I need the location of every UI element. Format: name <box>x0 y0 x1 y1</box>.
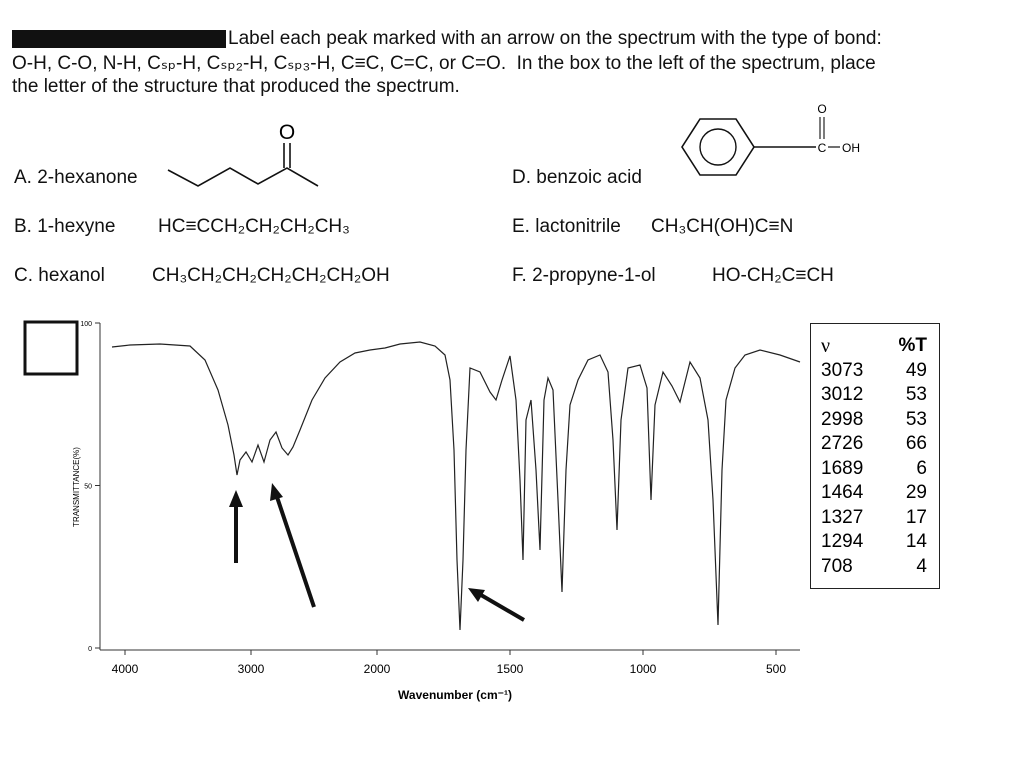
x-tick-label: 3000 <box>238 662 265 676</box>
table-cell: 2726 <box>821 433 864 454</box>
instruction-line: Label each peak marked with an arrow on … <box>228 28 882 49</box>
table-row: 1689 6 <box>821 457 927 482</box>
table-cell: 1689 <box>821 457 864 479</box>
table-cell: 1294 <box>821 531 864 552</box>
answer-box[interactable] <box>23 320 79 376</box>
table-cell: 53 <box>905 384 927 405</box>
benzene-ring <box>681 118 755 176</box>
compound-letter: C. <box>14 265 33 286</box>
compound-name: hexanol <box>38 265 105 286</box>
skeletal-structure <box>167 167 319 187</box>
table-cell: 3012 <box>821 384 864 405</box>
compound-name: 2-hexanone <box>37 167 138 188</box>
x-tick-label: 1000 <box>630 662 657 676</box>
table-row: 2726 66 <box>821 432 927 457</box>
x-tick-label: 1500 <box>497 662 524 676</box>
table-header: %T <box>898 335 928 356</box>
atom-label: OH <box>842 141 860 155</box>
table-cell: 17 <box>905 506 927 528</box>
table-cell: 29 <box>905 482 927 503</box>
table-cell: 1327 <box>821 506 864 528</box>
table-cell: 49 <box>905 359 927 381</box>
spectrum-trace <box>111 341 801 631</box>
table-row: 3012 53 <box>821 383 927 408</box>
arrow <box>229 483 526 622</box>
y-tick-label: 50 <box>84 484 92 491</box>
atom-label: O <box>279 121 295 144</box>
atom-label: O <box>817 102 826 116</box>
compound-formula: HC≡CCH₂CH₂CH₂CH₃ <box>158 216 350 237</box>
compound: D. benzoic acid <box>512 167 642 189</box>
compound: C. hexanol <box>14 265 105 287</box>
compound-name: benzoic acid <box>536 167 642 188</box>
compound: A. 2-hexanone <box>14 167 138 189</box>
instruction-line: O-H, C-O, N-H, Cₛₚ-H, Cₛₚ₂-H, Cₛₚ₃-H, C≡… <box>12 53 876 74</box>
table-cell: 2998 <box>821 408 864 430</box>
y-axis-label: TRANSMITTANCE(%) <box>72 447 81 527</box>
table-cell: 66 <box>905 433 927 454</box>
compound: F. 2-propyne-1-ol <box>512 265 656 287</box>
compound-formula: CH₃CH₂CH₂CH₂CH₂CH₂OH <box>152 265 390 286</box>
compound-formula: CH₃CH(OH)C≡N <box>651 216 794 237</box>
compound-letter: F. <box>512 265 527 286</box>
table-header: ν <box>821 335 831 357</box>
table-row: 1327 17 <box>821 506 927 531</box>
peak-table: ν %T 3073 49 3012 53 2998 53 2726 66 1689 6 1464 29… <box>810 323 940 589</box>
table: ν %T 3073 49 3012 53 2998 53 2726 66 1689 6 1464 29… <box>821 334 927 579</box>
x-tick-label: 500 <box>766 662 786 676</box>
x-axis-label: Wavenumber (cm⁻¹) <box>398 688 512 702</box>
table-cell: 708 <box>821 555 853 577</box>
compound-letter: E. <box>512 216 530 237</box>
table-row: 708 4 <box>821 555 927 580</box>
table-row: 1464 29 <box>821 481 927 506</box>
compound-name: lactonitrile <box>535 216 621 237</box>
compound-letter: D. <box>512 167 531 188</box>
table-row: 1294 14 <box>821 530 927 555</box>
y-tick-label: 100 <box>80 321 92 328</box>
instruction-line: the letter of the structure that produce… <box>12 76 460 97</box>
table-cell: 6 <box>916 457 927 479</box>
table-row: 2998 53 <box>821 408 927 433</box>
table-cell: 53 <box>905 408 927 430</box>
table-cell: 1464 <box>821 482 864 503</box>
table-cell: 4 <box>916 555 927 577</box>
table-row: 3073 49 <box>821 359 927 384</box>
compound-letter: A. <box>14 167 32 188</box>
compound-formula: HO-CH₂C≡CH <box>712 265 834 286</box>
x-tick-label: 4000 <box>112 662 139 676</box>
x-tick-label: 2000 <box>364 662 391 676</box>
y-tick-label: 0 <box>88 646 92 653</box>
compound-name: 1-hexyne <box>37 216 116 237</box>
redaction <box>12 30 226 48</box>
aromatic-circle <box>699 128 737 166</box>
table-cell: 3073 <box>821 359 864 381</box>
compound-letter: B. <box>14 216 32 237</box>
compound-name: 2-propyne-1-ol <box>532 265 656 286</box>
compound: B. 1-hexyne <box>14 216 115 238</box>
atom-label: C <box>818 141 827 155</box>
table-cell: 14 <box>905 531 927 552</box>
compound: E. lactonitrile <box>512 216 621 238</box>
